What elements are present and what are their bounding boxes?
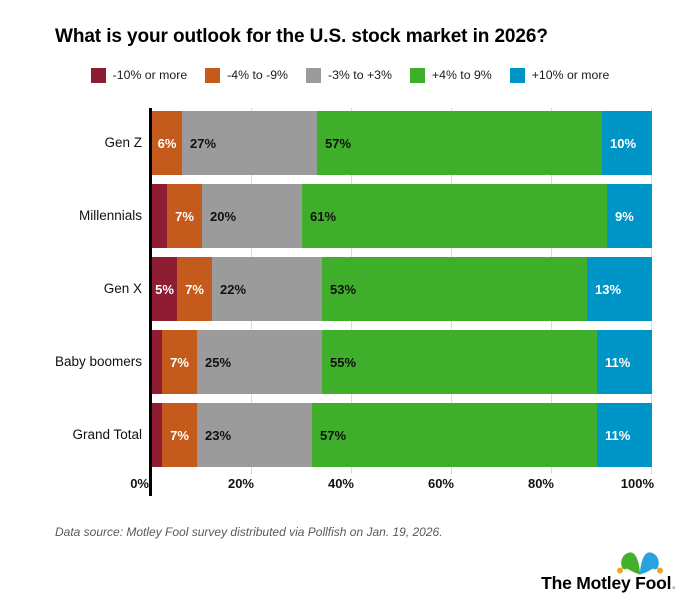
stacked-bar: 6% 27% 57% 10% (152, 111, 652, 175)
chart-title: What is your outlook for the U.S. stock … (55, 26, 548, 47)
bar-segment: 6% (152, 111, 182, 175)
bar-segment: 11% (597, 330, 652, 394)
bar-segment (152, 403, 162, 467)
x-axis-tick-label: 80% (527, 476, 554, 491)
logo-text: The Motley Fool (541, 573, 672, 593)
chart-area: Gen Z 6% 27% 57% 10% Millennials 7% 20% 61% 9% Gen… (0, 108, 700, 508)
segment-value-label: 61% (310, 208, 337, 224)
bar-segment (152, 330, 162, 394)
chart-row: Millennials 7% 20% 61% 9% (0, 184, 700, 248)
bar-segment: 10% (602, 111, 652, 175)
segment-value-label: 10% (610, 135, 637, 151)
bar-segment: 27% (182, 111, 317, 175)
bar-segment: 57% (312, 403, 597, 467)
y-axis-line (149, 108, 152, 496)
legend-swatch (205, 67, 221, 83)
bar-segment: 9% (607, 184, 652, 248)
row-label: Gen Z (104, 135, 142, 150)
stacked-bar: 5% 7% 22% 53% 13% (152, 257, 652, 321)
segment-value-label: 22% (220, 281, 247, 297)
segment-value-label: 5% (155, 281, 174, 297)
bar-segment: 23% (197, 403, 312, 467)
segment-value-label: 7% (185, 281, 204, 297)
segment-value-label: 11% (605, 427, 631, 443)
bar-segment: 55% (322, 330, 597, 394)
segment-value-label: 7% (170, 354, 189, 370)
x-axis-tick-label: 40% (327, 476, 354, 491)
legend-label: +10% or more (531, 68, 610, 82)
row-label: Baby boomers (54, 354, 142, 369)
segment-value-label: 23% (205, 427, 232, 443)
legend-swatch (90, 67, 106, 83)
chart-row: Grand Total 7% 23% 57% 11% (0, 403, 700, 467)
legend-label: -4% to -9% (227, 68, 288, 82)
legend-swatch (509, 67, 525, 83)
x-axis-tick-label: 60% (427, 476, 454, 491)
logo-period: . (671, 573, 676, 593)
legend-item: -4% to -9% (205, 67, 288, 83)
legend: -10% or more -4% to -9% -3% to +3% +4% to 9… (0, 66, 700, 84)
bar-segment: 53% (322, 257, 587, 321)
chart-row: Gen X 5% 7% 22% 53% 13% (0, 257, 700, 321)
legend-label: -10% or more (112, 68, 188, 82)
bar-segment: 57% (317, 111, 602, 175)
stacked-bar: 7% 20% 61% 9% (152, 184, 652, 248)
bar-segment: 20% (202, 184, 302, 248)
segment-value-label: 25% (205, 354, 232, 370)
segment-value-label: 13% (595, 281, 622, 297)
legend-swatch (306, 67, 321, 83)
segment-value-label: 11% (605, 354, 631, 370)
bar-segment: 7% (162, 403, 197, 467)
legend-item: -10% or more (90, 67, 188, 83)
chart-row: Gen Z 6% 27% 57% 10% (0, 111, 700, 175)
data-source-note: Data source: Motley Fool survey distribu… (55, 525, 443, 539)
segment-value-label: 57% (320, 427, 347, 443)
x-axis-tick-label: 100% (620, 476, 654, 491)
segment-value-label: 20% (210, 208, 237, 224)
bar-segment: 25% (197, 330, 322, 394)
logo-wordmark: The Motley Fool. (541, 573, 676, 594)
segment-value-label: 57% (325, 135, 352, 151)
legend-swatch (409, 67, 425, 83)
jester-hat-icon (617, 552, 663, 575)
row-label: Millennials (78, 208, 142, 223)
legend-label: -3% to +3% (328, 68, 392, 82)
legend-item: -3% to +3% (306, 67, 392, 83)
row-label: Gen X (103, 281, 142, 296)
stacked-bar: 7% 25% 55% 11% (152, 330, 652, 394)
legend-item: +10% or more (509, 67, 610, 83)
segment-value-label: 55% (330, 354, 357, 370)
bar-segment: 61% (302, 184, 607, 248)
chart-row: Baby boomers 7% 25% 55% 11% (0, 330, 700, 394)
bar-segment: 7% (167, 184, 202, 248)
bar-segment: 7% (162, 330, 197, 394)
bar-segment: 11% (597, 403, 652, 467)
segment-value-label: 7% (170, 427, 189, 443)
bar-segment: 22% (212, 257, 322, 321)
x-axis-tick-label: 20% (227, 476, 254, 491)
legend-item: +4% to 9% (409, 67, 492, 83)
segment-value-label: 7% (175, 208, 194, 224)
bar-segment: 7% (177, 257, 212, 321)
x-axis-tick-label: 0% (130, 476, 149, 491)
motley-fool-logo: The Motley Fool. (508, 549, 678, 597)
segment-value-label: 27% (190, 135, 217, 151)
segment-value-label: 9% (615, 208, 634, 224)
bar-segment: 13% (587, 257, 652, 321)
segment-value-label: 53% (330, 281, 357, 297)
bar-segment (152, 184, 167, 248)
stacked-bar: 7% 23% 57% 11% (152, 403, 652, 467)
row-label: Grand Total (72, 427, 142, 442)
legend-label: +4% to 9% (431, 68, 492, 82)
bar-segment: 5% (152, 257, 177, 321)
segment-value-label: 6% (157, 135, 177, 151)
